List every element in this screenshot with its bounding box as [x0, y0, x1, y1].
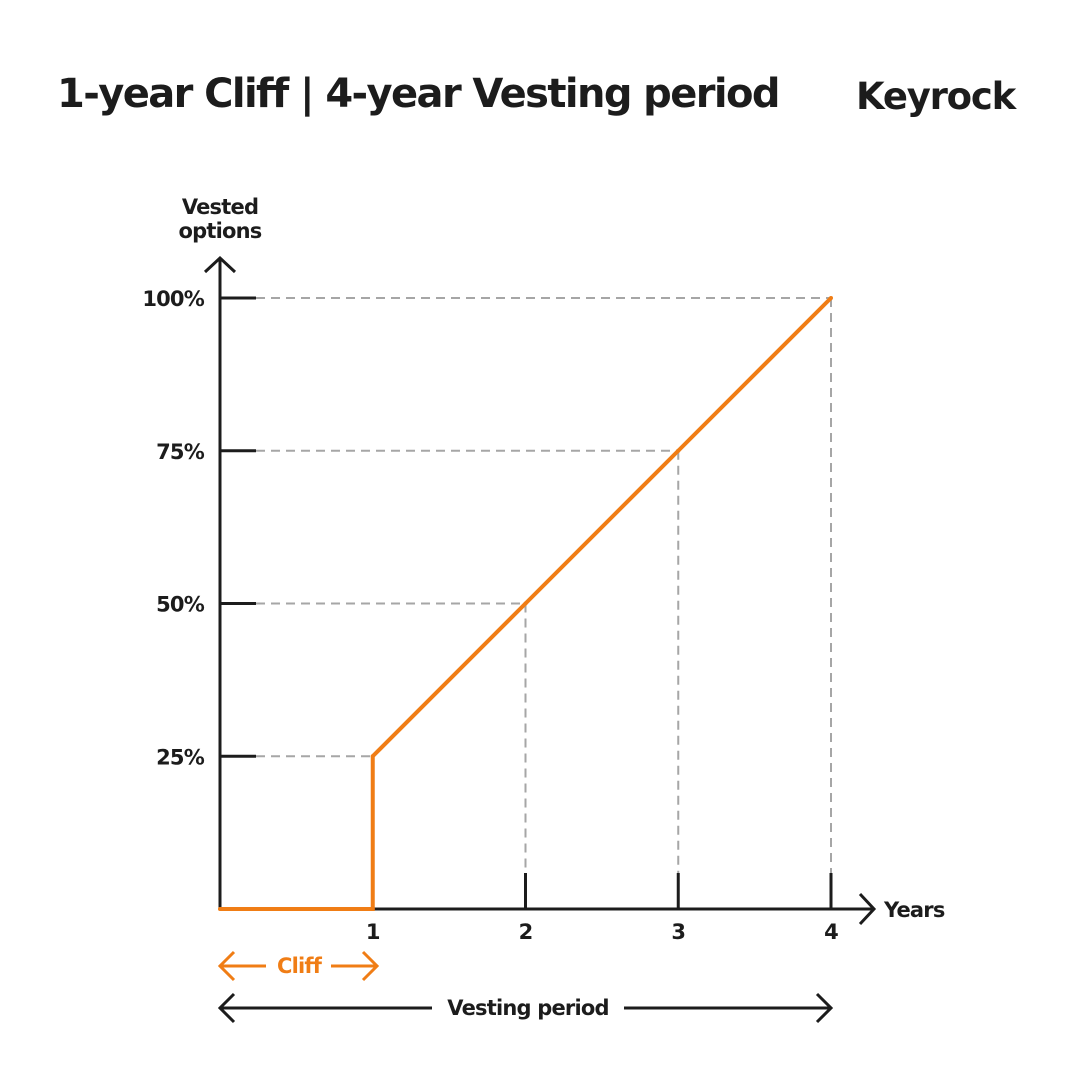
vesting-series-line	[220, 296, 833, 911]
vesting-data-point	[370, 907, 375, 911]
chart-title: 1-year Cliff | 4-year Vesting period	[57, 71, 781, 117]
cliff-annotation: Cliff	[217, 950, 380, 982]
y-axis-arrowhead	[203, 255, 237, 274]
x-tick-label: 1	[366, 920, 380, 944]
x-tick-label: 4	[824, 920, 838, 944]
vesting-data-point	[218, 907, 222, 911]
vesting-data-point	[829, 296, 833, 300]
vesting-arrow-left-head	[217, 992, 236, 1024]
y-tick-label: 50%	[156, 593, 205, 617]
y-tick-label: 25%	[156, 745, 205, 769]
cliff-arrow-left-head	[217, 950, 236, 982]
series-layer	[218, 296, 833, 911]
vesting-period-annotation: Vesting period	[217, 992, 834, 1024]
cliff-arrow-right-head	[361, 950, 380, 982]
axis-ticks: 25% 50% 75% 100% 1 2 3 4	[142, 287, 839, 944]
y-tick-label: 75%	[156, 440, 205, 464]
reference-lines	[256, 297, 832, 873]
y-tick-label: 100%	[142, 287, 204, 311]
x-axis-label: Years	[883, 898, 945, 922]
vesting-data-point	[523, 601, 528, 606]
vesting-data-point	[676, 448, 681, 453]
x-axis-arrowhead	[858, 892, 877, 926]
x-tick-label: 3	[671, 920, 685, 944]
x-tick-label: 2	[519, 920, 533, 944]
cliff-label: Cliff	[277, 954, 323, 978]
keyrock-logo: Keyrock	[856, 75, 1016, 118]
y-axis-label-line1: Vested	[182, 195, 258, 219]
y-axis-label-line2: options	[179, 219, 262, 243]
vesting-data-point	[370, 754, 375, 759]
vesting-arrow-right-head	[815, 992, 834, 1024]
vesting-period-label: Vesting period	[447, 996, 608, 1020]
